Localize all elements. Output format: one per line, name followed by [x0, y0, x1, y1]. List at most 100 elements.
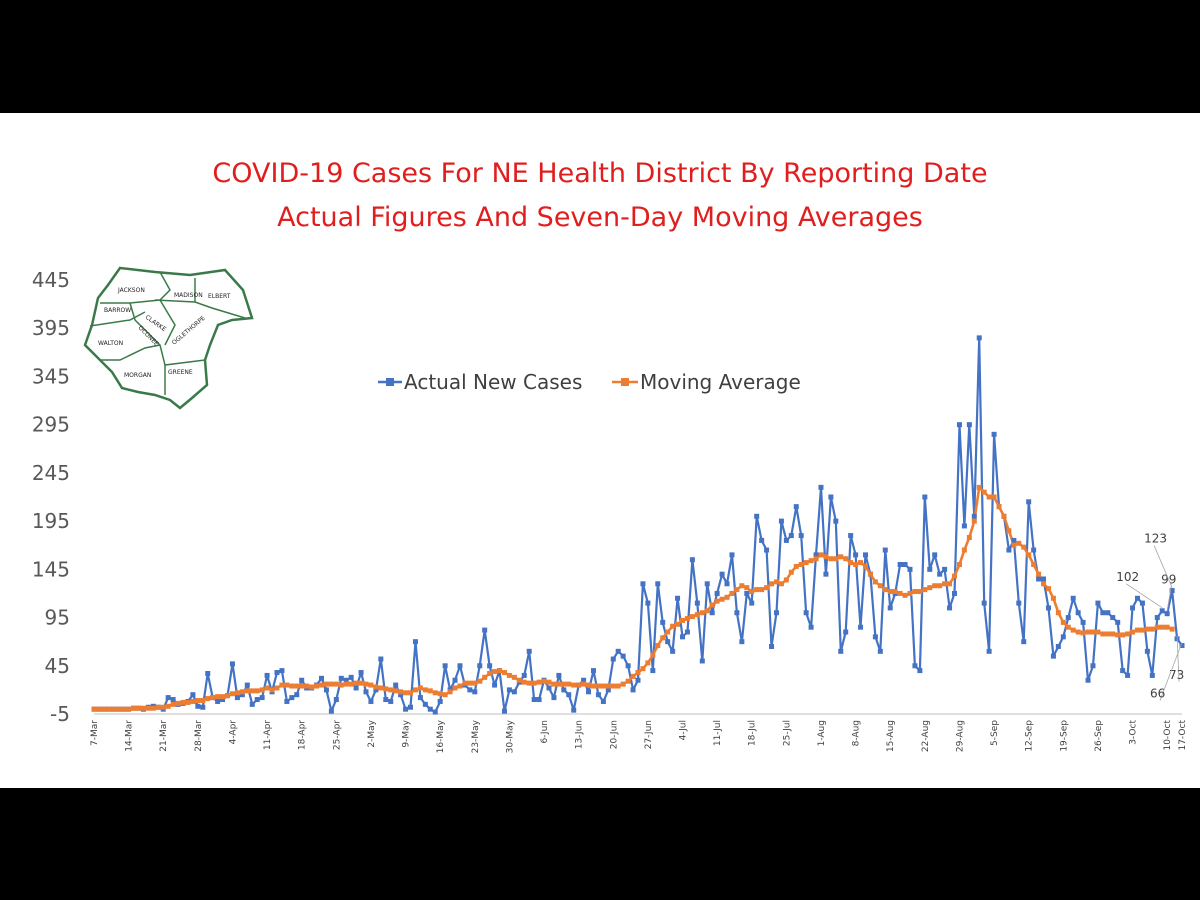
moving-average-point [472, 680, 478, 686]
county-label-madison: MADISON [174, 292, 203, 299]
data-labels: 102991237366 [1116, 532, 1184, 701]
actual-cases-point [976, 335, 982, 341]
moving-average-point [482, 674, 488, 680]
actual-cases-point [1130, 605, 1136, 611]
moving-average-point [709, 602, 715, 608]
data-label-leader [1176, 635, 1180, 682]
actual-cases-point [487, 663, 493, 669]
actual-cases-point [818, 484, 824, 490]
actual-cases-point [492, 682, 498, 688]
moving-average-point [318, 682, 324, 688]
actual-cases-point [1016, 600, 1022, 606]
actual-cases-point [680, 634, 686, 640]
actual-cases-point [724, 581, 730, 587]
actual-cases-point [343, 677, 349, 683]
moving-average-point [966, 535, 972, 541]
moving-average-point [867, 571, 873, 577]
actual-cases-point [843, 629, 849, 635]
data-label-leader [1125, 583, 1163, 609]
moving-average-point [1001, 513, 1007, 519]
moving-average-point [328, 681, 334, 687]
moving-average-point [991, 494, 997, 500]
moving-average-point [645, 660, 651, 666]
y-tick-label: 345 [32, 364, 70, 388]
x-tick-label: 19-Sep [1059, 720, 1069, 752]
actual-cases-point [586, 689, 592, 695]
moving-average-point [422, 687, 428, 693]
x-tick-label: 11-Apr [263, 720, 273, 750]
moving-average-point [581, 681, 587, 687]
x-tick-label: 6-Jun [540, 720, 550, 744]
actual-cases-point [709, 610, 715, 616]
moving-average-point [590, 683, 596, 689]
actual-cases-point [655, 581, 661, 587]
x-tick-label: 4-Jul [679, 720, 689, 740]
actual-cases-point [244, 682, 250, 688]
x-tick-label: 23-May [471, 719, 481, 753]
x-tick-label: 21-Mar [159, 720, 169, 752]
data-label: 123 [1144, 532, 1167, 546]
moving-average-point [492, 669, 498, 675]
moving-average-point [551, 681, 557, 687]
moving-average-point [595, 683, 601, 689]
moving-average-point [1125, 631, 1131, 637]
moving-average-point [986, 494, 992, 500]
actual-cases-point [961, 523, 967, 529]
actual-cases-point [630, 687, 636, 693]
actual-cases-point [323, 687, 329, 693]
actual-cases-point [1134, 595, 1140, 601]
moving-average-point [625, 678, 631, 684]
moving-average-point [670, 623, 676, 629]
moving-average-point [749, 589, 755, 595]
moving-average-point [264, 685, 270, 691]
y-tick-label: 445 [32, 268, 70, 292]
moving-average-point [561, 681, 567, 687]
x-tick-label: 20-Jun [609, 720, 619, 749]
actual-cases-point [932, 552, 938, 558]
moving-average-point [1065, 624, 1071, 630]
actual-cases-point [1080, 619, 1086, 625]
actual-cases-point [947, 605, 953, 611]
actual-cases-point [506, 687, 512, 693]
y-tick-label: 295 [32, 413, 70, 437]
moving-average-point [689, 614, 695, 620]
actual-cases-point [1110, 615, 1116, 621]
moving-average-point [338, 682, 344, 688]
moving-average-point [378, 685, 384, 691]
moving-average-point [160, 704, 166, 710]
moving-average-point [808, 558, 814, 564]
actual-cases-point [477, 663, 483, 669]
moving-average-point [363, 681, 369, 687]
moving-average-point [610, 683, 616, 689]
moving-average-point [912, 589, 918, 595]
moving-average-point [536, 679, 542, 685]
moving-average-point [665, 629, 671, 635]
actual-cases-point [877, 648, 883, 654]
moving-average-point [343, 681, 349, 687]
actual-cases-point [1125, 672, 1131, 678]
actual-cases-point [991, 431, 997, 437]
actual-cases-point [546, 685, 552, 691]
x-tick-label: 26-Sep [1094, 720, 1104, 752]
actual-cases-point [556, 672, 562, 678]
actual-cases-point [759, 537, 765, 543]
actual-cases-point [773, 610, 779, 616]
legend-label-actual: Actual New Cases [404, 370, 582, 394]
moving-average-point [304, 683, 310, 689]
actual-cases-point [1159, 608, 1165, 614]
moving-average-point [615, 683, 621, 689]
x-tick-label: 16-May [436, 719, 446, 753]
county-border [100, 344, 161, 361]
x-tick-label: 5-Sep [990, 720, 1000, 746]
actual-cases-point [452, 677, 458, 683]
legend: Actual New Cases Moving Average [378, 370, 801, 394]
actual-cases-point [783, 537, 789, 543]
y-tick-label: 395 [32, 316, 70, 340]
y-tick-label: 195 [32, 509, 70, 533]
moving-average-point [447, 689, 453, 695]
moving-average-point [586, 682, 592, 688]
x-tick-label: 4-Apr [228, 720, 238, 745]
actual-cases-point [363, 689, 369, 695]
moving-average-point [897, 590, 903, 596]
moving-average-point [675, 621, 681, 627]
